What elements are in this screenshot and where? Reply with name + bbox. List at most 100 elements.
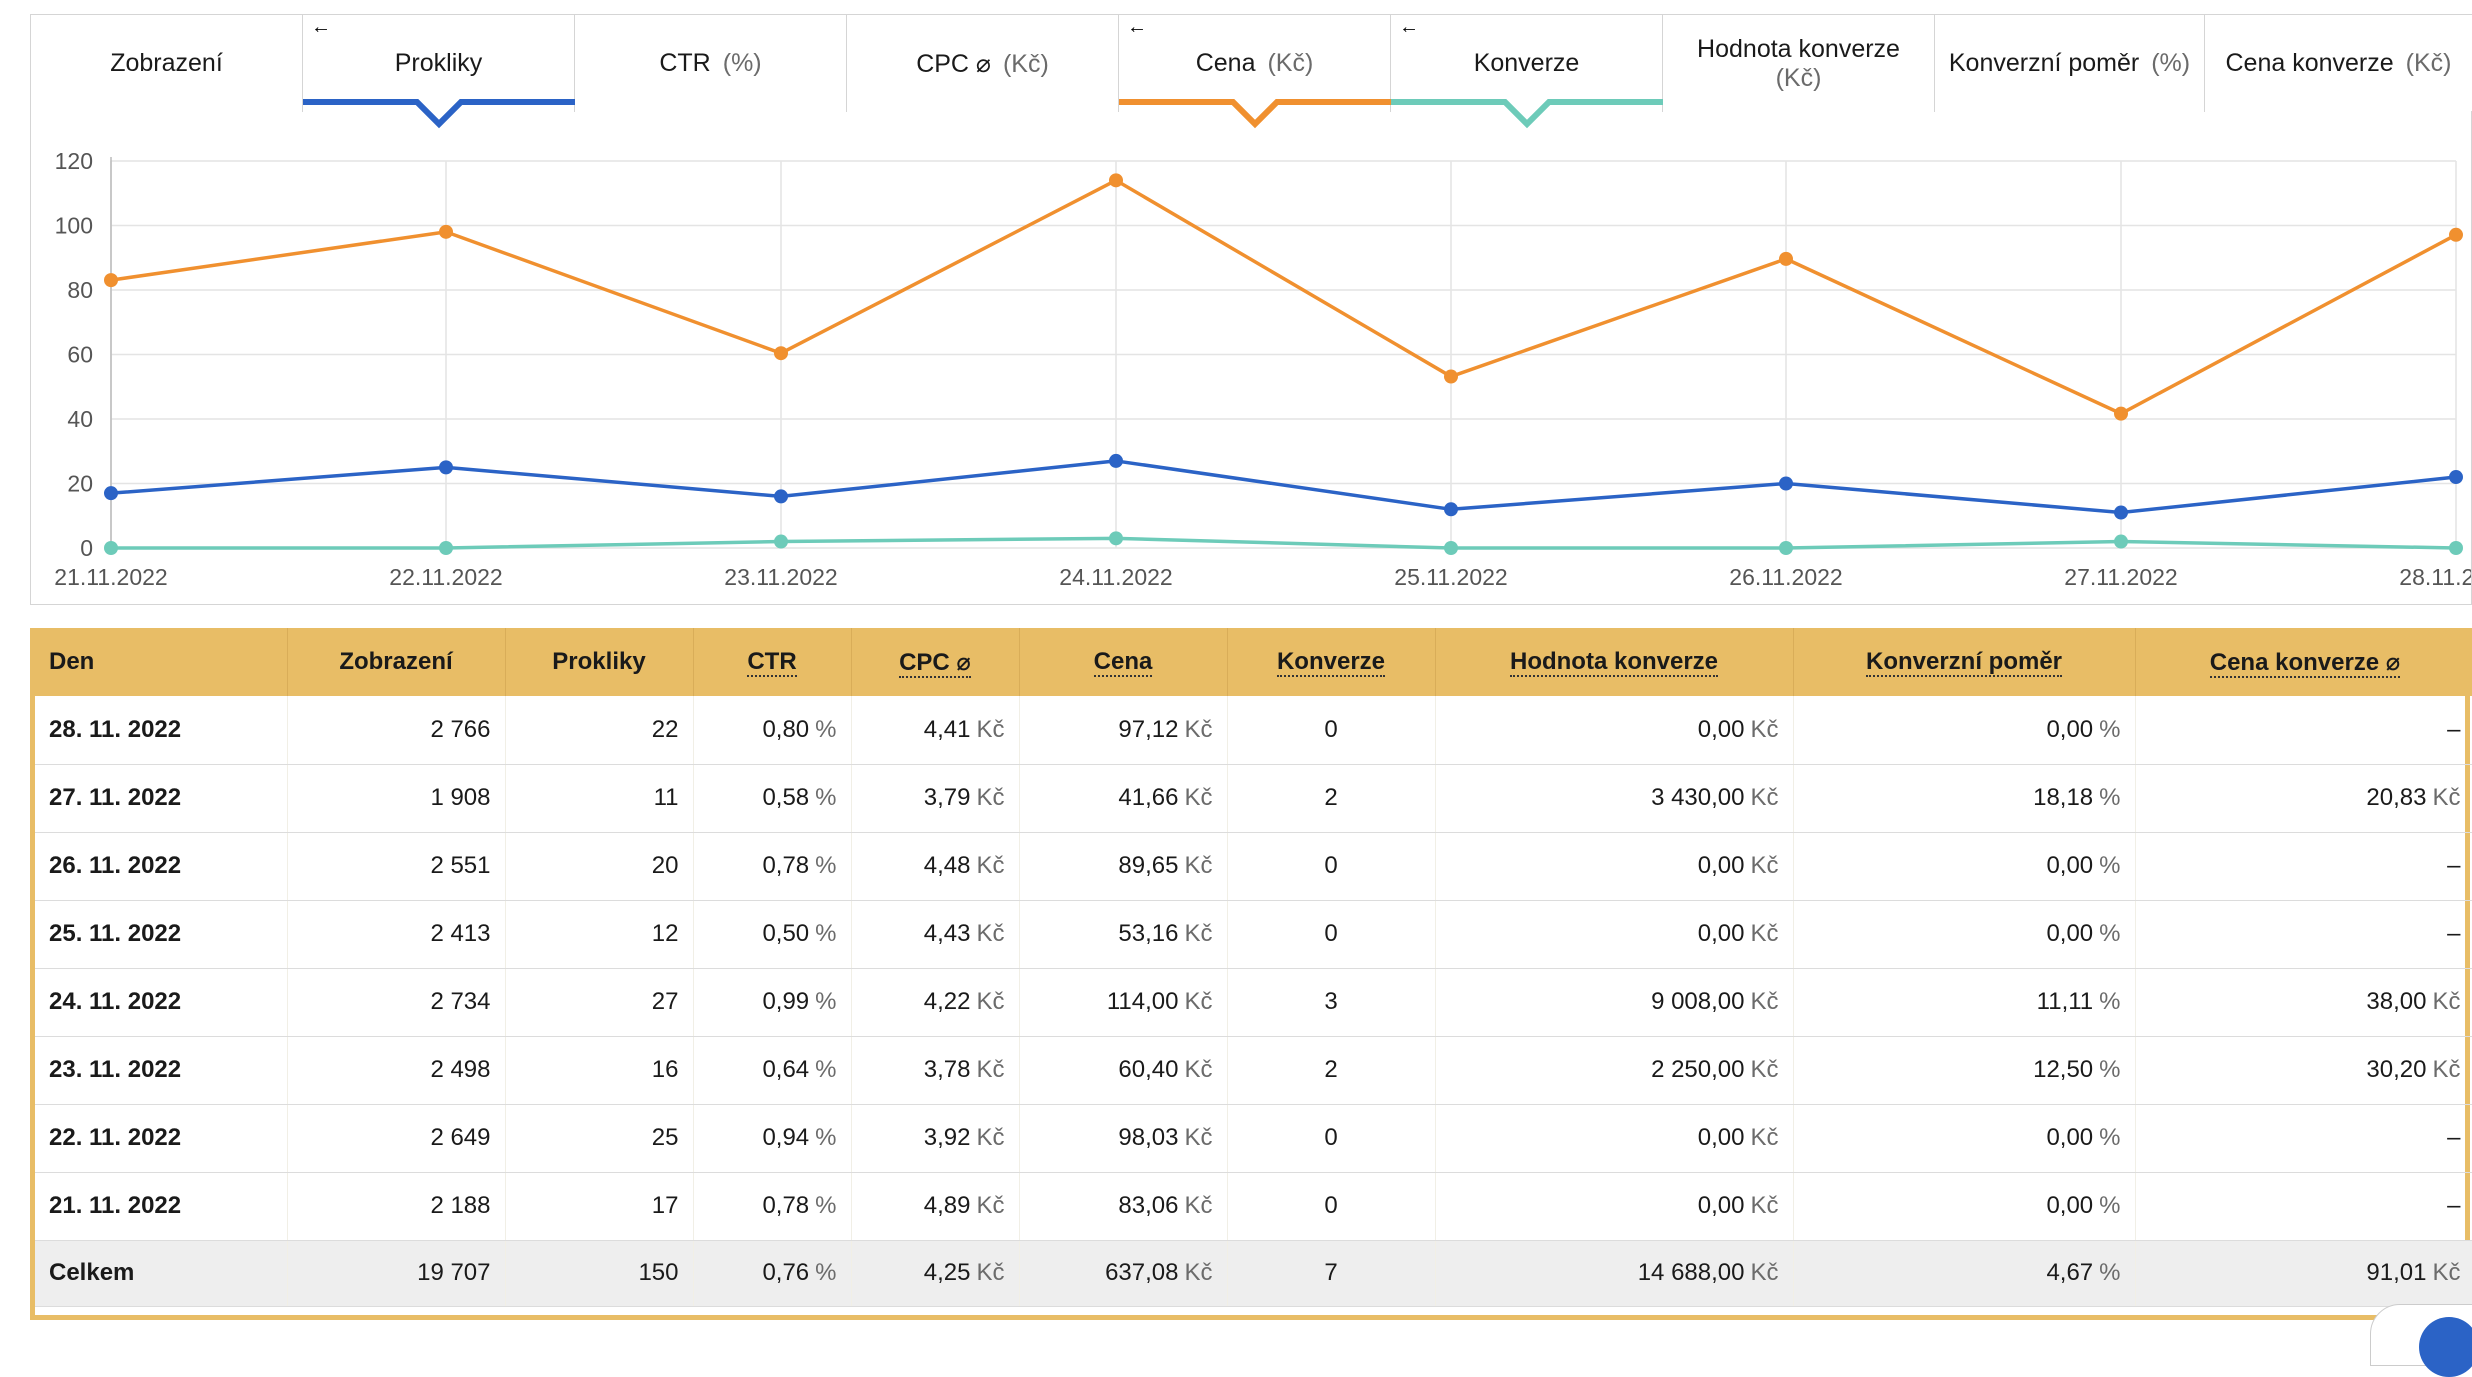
column-header[interactable]: CTR bbox=[693, 628, 852, 696]
table-cell: 0,99% bbox=[693, 968, 852, 1037]
cell-value: 3 bbox=[1324, 988, 1338, 1015]
data-point-cena bbox=[2449, 227, 2463, 242]
tab-cena[interactable]: Cena (Kč) ← bbox=[1119, 15, 1391, 129]
cell-value: 17 bbox=[651, 1192, 679, 1219]
tab-label: CTR (%) bbox=[659, 49, 761, 78]
cell-unit: % bbox=[2099, 784, 2121, 811]
cell-value: 97,12 bbox=[1118, 715, 1179, 743]
cell-unit: % bbox=[2099, 920, 2121, 947]
tab-label-text: CTR bbox=[659, 49, 711, 77]
table-row: 22. 11. 2022 2 649 25 0,94% 3,92 Kč 98,03 Kč 0 0,… bbox=[35, 1104, 2472, 1173]
table-cell: 98,03 Kč bbox=[1019, 1104, 1228, 1173]
axis-side-arrow-icon: ← bbox=[311, 16, 331, 38]
cell-value: 0,00 bbox=[2046, 715, 2094, 743]
data-point-cena bbox=[1444, 369, 1458, 384]
tab-ctr[interactable]: CTR (%) bbox=[575, 15, 847, 112]
table-cell: 20 bbox=[505, 832, 694, 901]
cell-value: 0 bbox=[1324, 852, 1338, 879]
data-point-prokliky bbox=[1109, 453, 1123, 468]
cell-value: 3 430,00 bbox=[1651, 784, 1745, 811]
cell-unit: Kč bbox=[976, 920, 1005, 947]
table-cell: 0,00% bbox=[1793, 832, 2136, 901]
column-header[interactable]: CPC ⌀ bbox=[851, 628, 1020, 696]
row-date: 27. 11. 2022 bbox=[35, 764, 288, 833]
column-header-label: Prokliky bbox=[552, 648, 646, 675]
table-cell: 2 734 bbox=[287, 968, 506, 1037]
cell-value: 4,43 bbox=[923, 920, 971, 947]
tab-label: Hodnota konverze (Kč) bbox=[1697, 35, 1900, 93]
cell-value: 25. 11. 2022 bbox=[49, 920, 182, 947]
cell-value: 2 766 bbox=[430, 715, 491, 743]
cell-value: 20,83 bbox=[2366, 784, 2427, 811]
tab-konverzní-poměr[interactable]: Konverzní poměr (%) bbox=[1935, 15, 2205, 112]
cell-unit: Kč bbox=[1750, 1124, 1779, 1151]
table-cell: 53,16 Kč bbox=[1019, 900, 1228, 969]
cell-value: 41,66 bbox=[1118, 784, 1179, 811]
column-header[interactable]: Cena konverze ⌀ bbox=[2135, 628, 2472, 696]
column-header[interactable]: Konverzní poměr bbox=[1793, 628, 2136, 696]
tab-label: Zobrazení bbox=[110, 49, 223, 78]
data-point-konverze bbox=[1444, 541, 1458, 555]
cell-value: Celkem bbox=[49, 1259, 135, 1286]
y-tick-label: 60 bbox=[67, 342, 93, 368]
column-header-label: Cena bbox=[1093, 648, 1153, 677]
tab-prokliky[interactable]: Prokliky ← bbox=[303, 15, 575, 129]
data-point-konverze bbox=[2114, 534, 2128, 549]
axis-side-arrow-icon: ← bbox=[1399, 16, 1419, 38]
cell-value: 27. 11. 2022 bbox=[49, 784, 182, 811]
cell-value: 0,80 bbox=[762, 715, 810, 743]
cell-value: 28. 11. 2022 bbox=[49, 715, 182, 743]
column-header-label: Konverzní poměr bbox=[1865, 648, 2063, 677]
tab-cpc[interactable]: CPC ⌀ (Kč) bbox=[847, 15, 1119, 112]
tab-label-text: Cena konverze bbox=[2225, 49, 2394, 77]
table-cell: 0,00 Kč bbox=[1435, 1172, 1794, 1241]
cell-value: 0,00 bbox=[2046, 852, 2094, 879]
cell-value: 2 bbox=[1324, 1056, 1338, 1083]
data-point-prokliky bbox=[439, 460, 453, 475]
cell-unit: Kč bbox=[976, 988, 1005, 1015]
table-cell: 0,00 Kč bbox=[1435, 1104, 1794, 1173]
table-cell: 0,00 Kč bbox=[1435, 696, 1794, 765]
cell-value: 89,65 bbox=[1118, 852, 1179, 879]
y-tick-label: 20 bbox=[67, 471, 93, 497]
table-cell: 0 bbox=[1227, 696, 1436, 765]
tab-label: Prokliky bbox=[395, 49, 483, 78]
table-cell: 2 413 bbox=[287, 900, 506, 969]
cell-unit: % bbox=[2099, 1259, 2121, 1286]
cell-value: 0 bbox=[1324, 1192, 1338, 1219]
cell-value: 0,64 bbox=[762, 1056, 810, 1083]
tab-konverze[interactable]: Konverze ← bbox=[1391, 15, 1663, 129]
column-header[interactable]: Konverze bbox=[1227, 628, 1436, 696]
cell-value: 4,67 bbox=[2046, 1259, 2094, 1286]
tab-cena-konverze[interactable]: Cena konverze (Kč) bbox=[2205, 15, 2472, 112]
column-header[interactable]: Hodnota konverze bbox=[1435, 628, 1794, 696]
tab-label: Cena konverze (Kč) bbox=[2226, 49, 2452, 78]
cell-unit: Kč bbox=[1750, 715, 1779, 743]
cell-unit: Kč bbox=[1184, 1124, 1213, 1151]
chat-icon bbox=[2419, 1317, 2472, 1377]
y-tick-label: 40 bbox=[67, 406, 93, 432]
data-point-cena bbox=[1779, 251, 1793, 266]
chat-widget-button[interactable] bbox=[2370, 1304, 2472, 1377]
column-header-label: CTR bbox=[747, 648, 797, 677]
data-point-cena bbox=[104, 273, 118, 288]
row-date: 26. 11. 2022 bbox=[35, 832, 288, 901]
table-cell: 16 bbox=[505, 1036, 694, 1105]
tab-zobrazení[interactable]: Zobrazení bbox=[31, 15, 303, 112]
cell-value: 150 bbox=[638, 1259, 679, 1286]
cell-value: 4,48 bbox=[923, 852, 971, 879]
table-row: 26. 11. 2022 2 551 20 0,78% 4,48 Kč 89,65 Kč 0 0,… bbox=[35, 832, 2472, 901]
tab-hodnota-konverze[interactable]: Hodnota konverze (Kč) bbox=[1663, 15, 1935, 112]
cell-value: 0 bbox=[1324, 1124, 1338, 1151]
tab-unit: (Kč) bbox=[2405, 49, 2452, 77]
column-header[interactable]: Cena bbox=[1019, 628, 1228, 696]
table-cell: 41,66 Kč bbox=[1019, 764, 1228, 833]
tab-unit: (%) bbox=[722, 49, 762, 77]
x-tick-label: 22.11.2022 bbox=[389, 564, 502, 590]
cell-value: 3,92 bbox=[923, 1124, 971, 1151]
table-cell: 12 bbox=[505, 900, 694, 969]
table-cell: 2 bbox=[1227, 764, 1436, 833]
table-cell: 14 688,00 Kč bbox=[1435, 1240, 1794, 1307]
cell-unit: Kč bbox=[2432, 988, 2461, 1015]
cell-value: 14 688,00 bbox=[1637, 1259, 1745, 1286]
